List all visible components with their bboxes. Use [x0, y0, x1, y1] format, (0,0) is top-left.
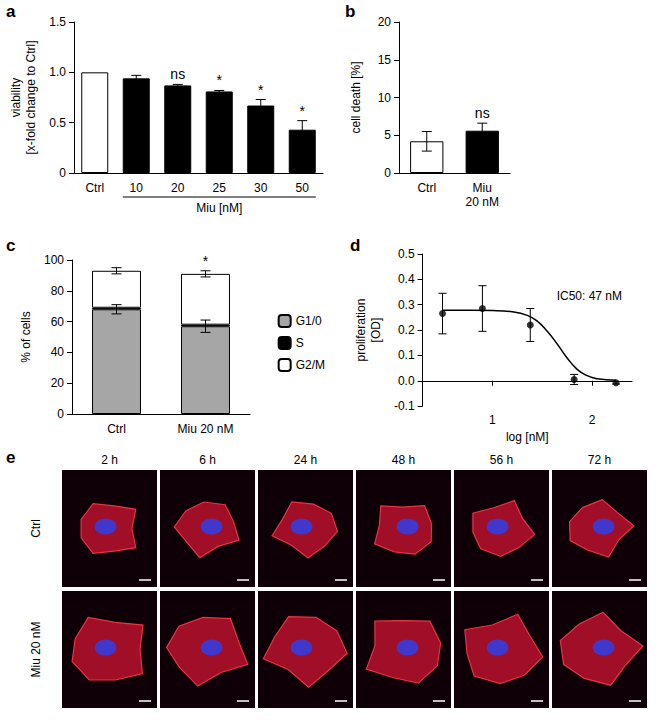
html-text:b: b — [345, 2, 356, 21]
svg-text:0.5: 0.5 — [398, 247, 415, 261]
svg-text:72 h: 72 h — [588, 453, 611, 467]
svg-text:10: 10 — [378, 91, 392, 105]
html-text:d: d — [350, 236, 361, 255]
svg-text:ns: ns — [475, 105, 490, 121]
svg-text:Miu 20 nM: Miu 20 nM — [29, 621, 43, 677]
svg-text:10: 10 — [130, 181, 144, 195]
svg-text:S: S — [296, 336, 304, 350]
svg-text:[OD]: [OD] — [369, 318, 383, 343]
svg-text:20: 20 — [51, 376, 65, 390]
svg-text:40: 40 — [51, 345, 65, 359]
svg-text:6 h: 6 h — [199, 453, 216, 467]
svg-text:*: * — [258, 82, 264, 98]
svg-text:50: 50 — [296, 181, 310, 195]
svg-text:Miu: Miu — [473, 181, 492, 195]
svg-text:*: * — [300, 103, 306, 119]
svg-text:log [nM]: log [nM] — [506, 430, 549, 444]
svg-text:-0.1: -0.1 — [394, 399, 415, 413]
svg-text:1.0: 1.0 — [49, 65, 66, 79]
svg-text:24 h: 24 h — [294, 453, 317, 467]
svg-text:5: 5 — [384, 128, 391, 142]
svg-text:2 h: 2 h — [101, 453, 118, 467]
svg-text:20: 20 — [378, 15, 392, 29]
svg-text:Ctrl: Ctrl — [417, 181, 436, 195]
html-text:e: e — [6, 448, 16, 467]
svg-text:proliferation: proliferation — [354, 299, 368, 362]
svg-text:[x-fold change to Ctrl]: [x-fold change to Ctrl] — [24, 40, 38, 154]
svg-text:viability: viability — [9, 78, 23, 117]
svg-text:0.5: 0.5 — [49, 116, 66, 130]
svg-text:cell death [%]: cell death [%] — [349, 61, 363, 133]
svg-text:80: 80 — [51, 284, 65, 298]
svg-text:G1/0: G1/0 — [296, 314, 322, 328]
svg-text:0: 0 — [384, 166, 391, 180]
svg-text:Miu 20 nM: Miu 20 nM — [177, 422, 233, 436]
svg-text:0.3: 0.3 — [398, 298, 415, 312]
svg-text:0.2: 0.2 — [398, 323, 415, 337]
svg-text:20: 20 — [171, 181, 185, 195]
svg-text:2: 2 — [589, 413, 596, 427]
svg-text:1: 1 — [489, 413, 496, 427]
svg-text:0: 0 — [57, 407, 64, 421]
svg-text:25: 25 — [213, 181, 227, 195]
svg-text:20 nM: 20 nM — [466, 195, 499, 209]
svg-text:48 h: 48 h — [392, 453, 415, 467]
html-text:c: c — [6, 236, 16, 255]
svg-text:Miu [nM]: Miu [nM] — [196, 201, 242, 215]
svg-text:ns: ns — [170, 66, 185, 82]
svg-text:60: 60 — [51, 315, 65, 329]
svg-text:100: 100 — [44, 253, 64, 267]
svg-text:IC50: 47 nM: IC50: 47 nM — [557, 289, 622, 303]
svg-text:30: 30 — [254, 181, 268, 195]
svg-text:Ctrl: Ctrl — [85, 181, 104, 195]
svg-text:*: * — [203, 253, 209, 269]
svg-text:56 h: 56 h — [490, 453, 513, 467]
svg-text:G2/M: G2/M — [296, 358, 325, 372]
svg-text:1.5: 1.5 — [49, 15, 66, 29]
svg-text:0.0: 0.0 — [398, 374, 415, 388]
svg-text:0: 0 — [59, 166, 66, 180]
svg-text:% of cells: % of cells — [19, 311, 33, 362]
html-text:a: a — [6, 2, 16, 21]
svg-text:15: 15 — [378, 53, 392, 67]
svg-text:0.1: 0.1 — [398, 348, 415, 362]
svg-text:Ctrl: Ctrl — [29, 519, 43, 538]
svg-text:Ctrl: Ctrl — [107, 422, 126, 436]
svg-text:*: * — [217, 72, 223, 88]
svg-text:0.4: 0.4 — [398, 272, 415, 286]
